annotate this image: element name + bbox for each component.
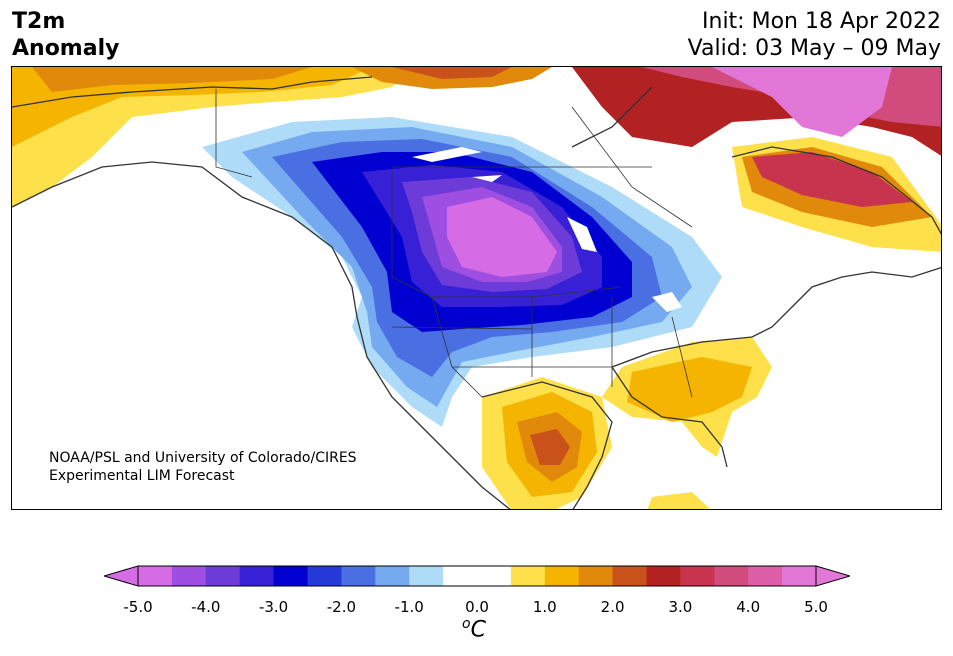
colorbar-swatch <box>205 566 241 586</box>
colorbar-tick-label: 4.0 <box>736 598 761 616</box>
colorbar-swatch <box>646 566 681 586</box>
cold-anomaly-core <box>447 197 557 277</box>
colorbar-tick-label: -5.0 <box>123 598 153 616</box>
colorbar-swatch <box>680 566 715 586</box>
colorbar-swatch <box>375 566 410 586</box>
colorbar-tick-label: -1.0 <box>394 598 424 616</box>
colorbar <box>104 565 850 587</box>
colorbar-tick-label: 3.0 <box>668 598 693 616</box>
colorbar-swatch <box>409 566 444 586</box>
colorbar-swatch <box>612 566 647 586</box>
forecast-dates: Init: Mon 18 Apr 2022 Valid: 03 May – 09… <box>688 8 941 62</box>
warm-anomaly-mexico-peak <box>530 429 570 465</box>
map-title: T2m Anomaly <box>12 8 119 62</box>
colorbar-frame <box>137 565 817 587</box>
warm-anomaly-caribbean <box>647 492 710 509</box>
colorbar-tick-label: 2.0 <box>600 598 625 616</box>
colorbar-tick-label: 5.0 <box>804 598 828 616</box>
credit-line-1: NOAA/PSL and University of Colorado/CIRE… <box>49 450 357 466</box>
coastlines <box>12 76 941 509</box>
warm-anomaly-northwest <box>12 67 412 207</box>
colorbar-over-arrow <box>815 565 850 587</box>
colorbar-tick-label: 0.0 <box>465 598 489 616</box>
colorbar-swatch <box>273 566 308 586</box>
colorbar-tick-labels: -5.0 -4.0 -3.0 -2.0 -1.0 0.0 1.0 2.0 3.0 4.0 5.0 <box>0 598 953 618</box>
degree-superscript: o <box>462 616 471 632</box>
colorbar-swatch <box>714 566 749 586</box>
colorbar-swatch <box>307 566 342 586</box>
warm-anomaly-labrador-core <box>752 152 912 207</box>
init-date: Init: Mon 18 Apr 2022 <box>702 9 941 34</box>
valid-dates: Valid: 03 May – 09 May <box>687 36 941 61</box>
colorbar-unit: oC <box>462 616 486 642</box>
colorbar-swatch <box>138 566 173 586</box>
colorbar-swatch <box>748 566 783 586</box>
colorbar-tick-label: -4.0 <box>191 598 221 616</box>
colorbar-tick-label: -2.0 <box>326 598 357 616</box>
colorbar-swatch <box>782 566 817 586</box>
colorbar-swatch <box>510 566 546 586</box>
credit-line-2: Experimental LIM Forecast <box>49 468 235 484</box>
greenland-anomaly-core <box>712 67 892 137</box>
colorbar-under-arrow <box>104 565 139 587</box>
anomaly-map <box>11 66 942 510</box>
warm-anomaly-arctic-core <box>392 67 512 79</box>
warm-anomaly-northwest-core <box>32 67 312 92</box>
map-canvas <box>12 67 941 509</box>
forecast-credit: NOAA/PSL and University of Colorado/CIRE… <box>49 449 357 485</box>
colorbar-swatch <box>544 566 580 586</box>
title-line-1: T2m <box>12 9 66 34</box>
colorbar-swatch <box>239 566 275 586</box>
colorbar-swatch <box>341 566 376 586</box>
colorbar-swatch <box>578 566 614 586</box>
political-borders <box>215 89 693 398</box>
colorbar-swatch <box>477 566 512 586</box>
title-line-2: Anomaly <box>12 36 120 61</box>
colorbar-swatch <box>443 566 478 586</box>
colorbar-tick-label: -3.0 <box>258 598 289 616</box>
unit-letter: C <box>470 617 486 643</box>
warm-anomaly-southeast-inner <box>627 357 752 422</box>
colorbar-tick-label: 1.0 <box>532 598 557 616</box>
colorbar-swatch <box>171 566 207 586</box>
